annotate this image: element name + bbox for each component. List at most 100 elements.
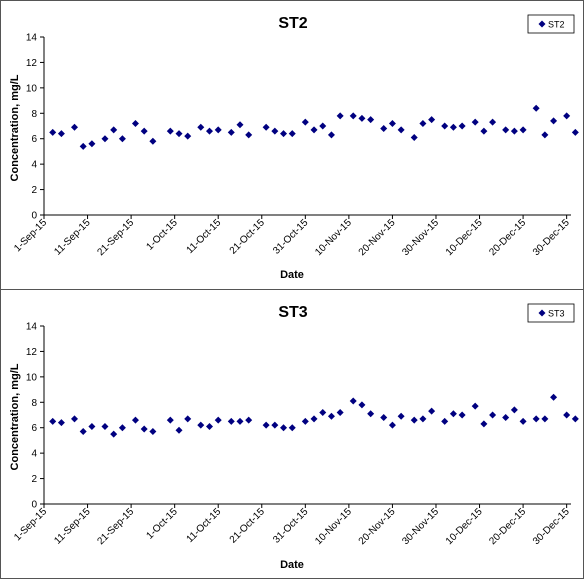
data-point: [388, 421, 396, 429]
data-point: [319, 408, 327, 416]
legend-box: [527, 303, 575, 323]
data-point: [280, 130, 288, 138]
data-point: [70, 415, 78, 423]
x-tick-label: 10-Nov-15: [313, 506, 354, 547]
data-point: [327, 412, 335, 420]
data-point: [288, 424, 296, 432]
data-point: [301, 417, 309, 425]
data-point: [419, 415, 427, 423]
x-tick-label: 21-Oct-15: [228, 506, 268, 546]
chart-svg-st3: ST3 Date Concentration, mg/L ST3 0 2 4 6 8 10…: [9, 303, 579, 571]
chart-title: ST3: [278, 304, 307, 321]
y-tick-label: 14: [26, 33, 38, 44]
data-point: [563, 112, 571, 120]
data-point: [310, 415, 318, 423]
y-tick-label: 0: [31, 211, 37, 222]
chart-panel-st3: ST3 Date Concentration, mg/L ST3 0 2 4 6 8 10…: [0, 289, 584, 579]
data-point: [550, 393, 558, 401]
y-tick-label: 2: [31, 474, 37, 485]
data-point: [214, 416, 222, 424]
x-tick-label: 30-Nov-15: [400, 217, 441, 258]
data-point: [471, 118, 479, 126]
data-point: [380, 125, 388, 133]
x-tick-label: 20-Dec-15: [487, 506, 528, 547]
data-point: [349, 112, 357, 120]
x-tick-label: 10-Dec-15: [444, 217, 485, 258]
data-point: [214, 126, 222, 134]
data-point: [388, 119, 396, 127]
data-point: [510, 127, 518, 135]
x-tick-label: 30-Nov-15: [400, 506, 441, 547]
y-tick-label: 12: [26, 347, 38, 358]
data-point: [79, 142, 87, 150]
y-axis-title: Concentration, mg/L: [9, 363, 21, 470]
x-tick-label: 1-Sep-15: [12, 217, 49, 254]
chart-title: ST2: [278, 15, 307, 32]
x-axis-title: Date: [280, 269, 304, 281]
data-point: [428, 116, 436, 124]
legend-label: ST2: [548, 20, 565, 30]
data-point: [140, 425, 148, 433]
data-point: [131, 119, 139, 127]
data-point: [79, 428, 87, 436]
data-point: [57, 419, 65, 427]
data-point: [88, 140, 96, 148]
y-tick-label: 2: [31, 185, 37, 196]
x-tick-label: 20-Nov-15: [357, 506, 398, 547]
data-point: [118, 135, 126, 143]
x-tick-label: 10-Dec-15: [444, 506, 485, 547]
data-point: [336, 408, 344, 416]
data-point: [271, 421, 279, 429]
data-point: [149, 137, 157, 145]
data-point: [280, 424, 288, 432]
legend: ST3: [527, 303, 575, 323]
chart-svg-st2: ST2 Date Concentration, mg/L ST2 0 2 4 6 8 10…: [9, 14, 579, 281]
y-tick-label: 4: [31, 160, 37, 171]
data-point: [471, 402, 479, 410]
data-point: [441, 417, 449, 425]
data-point: [410, 416, 418, 424]
data-point: [49, 128, 57, 136]
data-point: [449, 410, 457, 418]
data-point: [175, 426, 183, 434]
data-point: [519, 417, 527, 425]
data-point: [184, 132, 192, 140]
x-tick-label: 30-Dec-15: [531, 506, 572, 547]
data-point: [541, 131, 549, 139]
data-point: [367, 116, 375, 124]
data-point: [140, 127, 148, 135]
data-point: [367, 410, 375, 418]
y-tick-label: 10: [26, 83, 38, 94]
legend-marker: [538, 309, 546, 317]
data-point: [571, 415, 579, 423]
legend-label: ST3: [548, 309, 565, 319]
legend-marker: [538, 20, 546, 28]
x-tick-label: 11-Oct-15: [185, 506, 224, 545]
x-tick-label: 31-Oct-15: [271, 217, 311, 257]
y-tick-label: 10: [26, 372, 38, 383]
data-point: [458, 411, 466, 419]
data-point: [397, 412, 405, 420]
data-point: [131, 416, 139, 424]
x-tick-label: 1-Oct-15: [144, 217, 180, 253]
data-point: [502, 414, 510, 422]
data-point: [380, 414, 388, 422]
x-axis-title: Date: [280, 559, 304, 571]
data-point: [419, 119, 427, 127]
data-point: [110, 430, 118, 438]
data-point: [336, 112, 344, 120]
data-point: [57, 130, 65, 138]
y-tick-label: 6: [31, 423, 37, 434]
data-point: [519, 126, 527, 134]
x-tick-label: 11-Oct-15: [185, 217, 224, 256]
data-point: [541, 415, 549, 423]
data-point: [510, 406, 518, 414]
x-tick-label: 31-Oct-15: [271, 506, 311, 546]
data-point: [110, 126, 118, 134]
data-point: [301, 118, 309, 126]
data-point: [236, 417, 244, 425]
data-point: [489, 411, 497, 419]
data-point: [227, 128, 235, 136]
x-tick-label: 20-Nov-15: [357, 217, 398, 258]
x-tick-label: 30-Dec-15: [531, 217, 572, 258]
